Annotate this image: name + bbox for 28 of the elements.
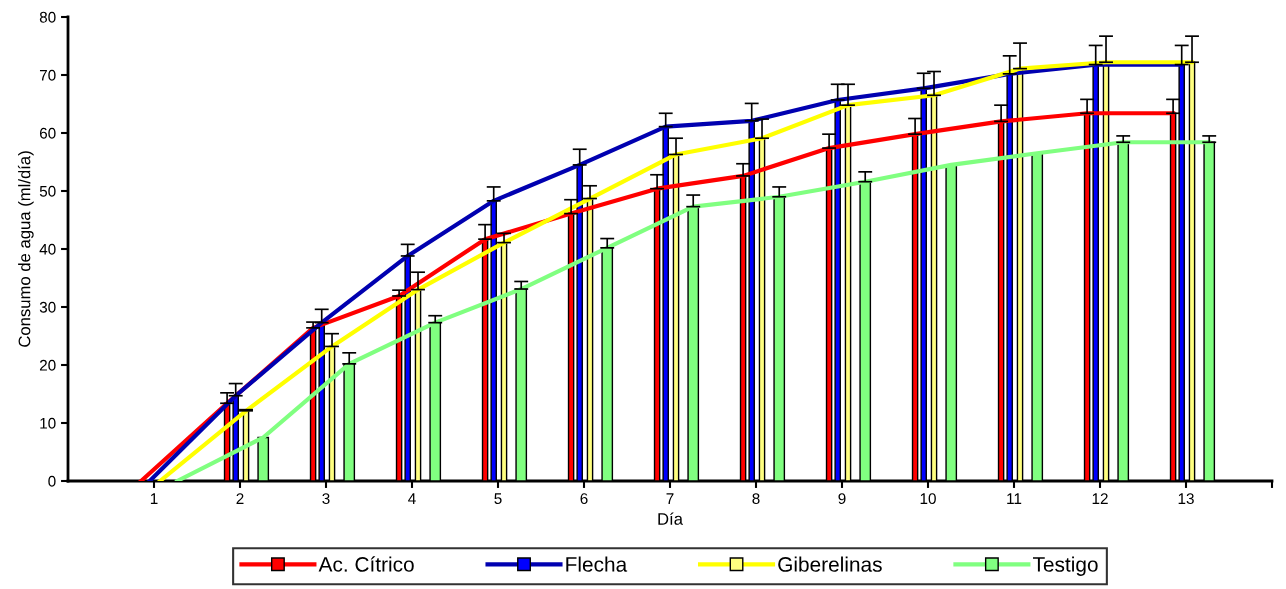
y-tick-label: 40	[39, 243, 56, 255]
x-tick-label: 3	[322, 493, 330, 505]
x-tick-label: 5	[494, 493, 502, 505]
x-tick-label: 4	[408, 493, 416, 504]
y-axis-title: Consumo de agua (ml/día)	[17, 151, 34, 347]
y-tick-label: 20	[39, 359, 56, 371]
x-tick-label: 10	[920, 493, 936, 505]
legend-label: Giberelinas	[778, 556, 882, 572]
x-tick-label: 13	[1178, 493, 1194, 505]
x-axis-title: Día	[658, 512, 683, 525]
x-tick-label: 8	[752, 493, 760, 505]
x-tick-label: 7	[666, 493, 674, 504]
x-tick-label: 9	[838, 493, 846, 505]
x-tick-label: 11	[1007, 493, 1022, 504]
y-tick-label: 70	[39, 69, 56, 81]
x-tick-label: 12	[1092, 493, 1108, 504]
x-tick-label: 2	[236, 493, 244, 504]
legend-label: Testigo	[1033, 556, 1098, 576]
legend-label: Flecha	[566, 556, 628, 572]
x-tick-label: 6	[580, 493, 588, 505]
y-tick-label: 50	[39, 185, 56, 197]
y-tick-label: 60	[39, 127, 56, 139]
legend-label: Ac. Cítrico	[318, 556, 414, 572]
y-tick-label: 10	[40, 417, 56, 429]
y-tick-label: 80	[39, 11, 56, 23]
x-tick-label: 1	[150, 493, 158, 504]
y-tick-label: 30	[39, 301, 56, 313]
y-tick-label: 0	[48, 475, 56, 487]
